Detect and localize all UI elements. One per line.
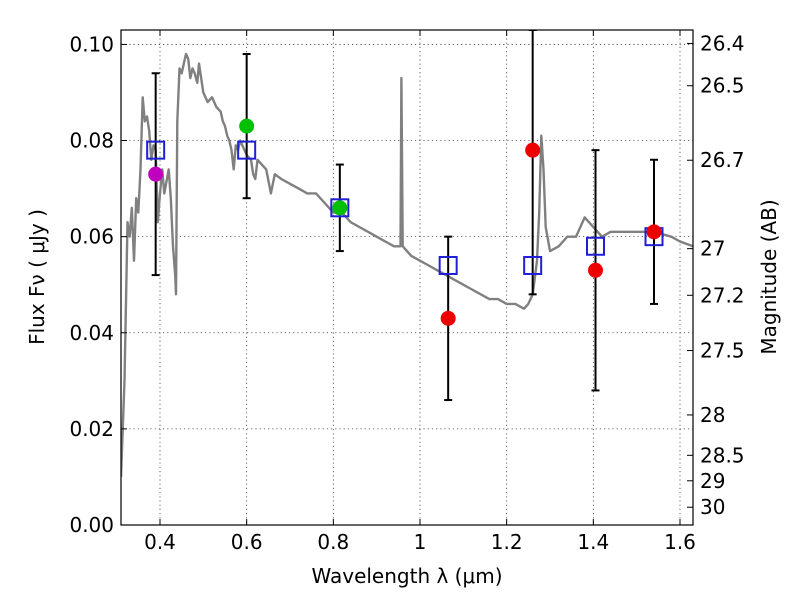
model-photometry-square xyxy=(523,255,543,275)
right-tick-label: 27.2 xyxy=(700,283,745,307)
x-tick-label: 0.8 xyxy=(317,530,349,554)
y-tick-label: 0.02 xyxy=(69,417,114,441)
y-axis: 0.00 0.02 0.04 0.06 0.08 0.10 xyxy=(69,32,127,537)
model-photometry-square xyxy=(330,198,350,218)
model-photometry-square xyxy=(146,140,166,160)
x-axis-title: Wavelength λ (μm) xyxy=(311,564,502,588)
y-axis-title: Flux Fν ( μJy ) xyxy=(25,209,49,345)
x-tick-label: 1.6 xyxy=(664,530,696,554)
observed-flux-point xyxy=(525,142,541,158)
observed-flux-point xyxy=(239,118,255,134)
observed-flux-point xyxy=(148,166,164,182)
x-tick-label: 0.4 xyxy=(144,530,176,554)
right-axis-title: Magnitude (AB) xyxy=(757,199,781,354)
plot-background xyxy=(121,30,693,525)
plot-area xyxy=(121,30,693,477)
right-tick-label: 30 xyxy=(700,495,725,519)
model-photometry-square xyxy=(438,255,458,275)
x-tick-label: 1 xyxy=(414,530,427,554)
x-tick-label: 1.2 xyxy=(491,530,523,554)
observed-flux-point xyxy=(588,262,603,278)
right-tick-label: 26.7 xyxy=(700,148,745,172)
y-tick-label: 0.04 xyxy=(69,321,114,345)
right-tick-label: 26.4 xyxy=(700,31,745,55)
observed-flux-point xyxy=(332,200,348,216)
model-photometry-markers xyxy=(146,140,664,275)
plot-frame xyxy=(120,29,694,526)
right-tick-label: 27.5 xyxy=(700,339,745,363)
x-axis: 0.4 0.6 0.8 1 1.2 1.4 1.6 xyxy=(144,30,696,554)
right-tick-label: 29 xyxy=(700,469,725,493)
model-spectrum-line xyxy=(121,52,693,477)
model-photometry-square xyxy=(586,236,605,256)
right-tick-label: 28.5 xyxy=(700,443,745,467)
observed-flux-point xyxy=(440,310,456,326)
x-tick-label: 1.4 xyxy=(577,530,609,554)
model-photometry-square xyxy=(237,140,257,160)
observed-photometry-markers xyxy=(148,118,662,326)
observed-flux-point xyxy=(646,224,662,240)
x-tick-label: 0.6 xyxy=(231,530,263,554)
y-tick-label: 0.08 xyxy=(69,129,114,153)
right-tick-label: 27 xyxy=(700,237,725,261)
y-tick-label: 0.10 xyxy=(69,32,114,56)
right-tick-label: 28 xyxy=(700,403,725,427)
y-tick-label: 0.06 xyxy=(69,225,114,249)
right-tick-label: 26.5 xyxy=(700,74,745,98)
y-tick-label: 0.00 xyxy=(69,513,114,537)
